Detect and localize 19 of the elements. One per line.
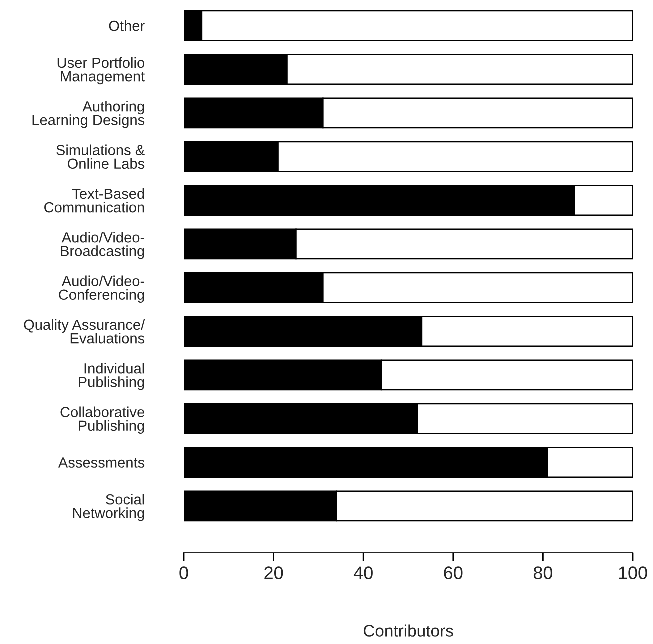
- x-tick-label: 0: [180, 566, 188, 580]
- y-tick-label: Other: [109, 20, 145, 32]
- y-tick-label: Collaborative Publishing: [60, 406, 144, 434]
- x-tick-label: 80: [534, 566, 553, 580]
- y-tick-label: Text-Based Communication: [44, 188, 144, 213]
- y-tick-label: User Portfolio Management: [58, 57, 146, 85]
- y-tick-label: Simulations & Online Labs: [56, 144, 145, 170]
- y-tick-label: Quality Assurance/ Evaluations: [24, 319, 146, 344]
- y-tick-label: Individual Publishing: [79, 363, 144, 390]
- x-tick-label: 60: [444, 566, 463, 580]
- y-tick-label: Assessments: [58, 458, 145, 468]
- x-tick-label: 40: [354, 566, 373, 580]
- y-tick-label: Audio/Video- Broadcasting: [61, 232, 144, 260]
- y-tick-label: Social Networking: [73, 494, 144, 522]
- y-tick-label: Audio/Video- Conferencing: [59, 276, 144, 303]
- x-tick-label: 20: [264, 566, 284, 580]
- y-tick-label: Authoring Learning Designs: [32, 101, 145, 128]
- x-axis-title: Contributors: [364, 624, 454, 637]
- x-tick-label: 100: [619, 566, 648, 580]
